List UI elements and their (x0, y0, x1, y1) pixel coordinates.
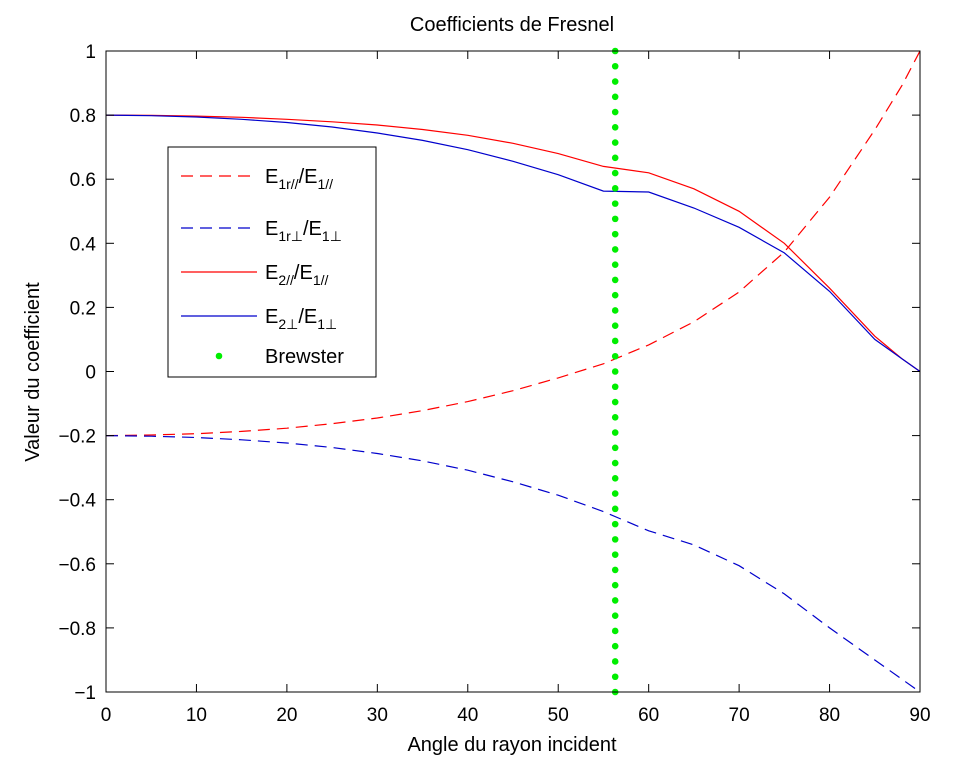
legend-swatch-brewster (215, 352, 223, 360)
x-tick-label: 50 (548, 705, 569, 726)
brewster-point (611, 337, 619, 345)
brewster-point (611, 581, 619, 589)
x-tick-label: 10 (186, 705, 207, 726)
x-tick-label: 40 (457, 705, 478, 726)
x-tick-label: 60 (638, 705, 659, 726)
brewster-point (611, 62, 619, 70)
brewster-point (611, 490, 619, 497)
chart-title: Coefficients de Fresnel (410, 14, 614, 36)
legend-label-4: E2⊥/E1⊥ (265, 306, 337, 332)
brewster-point (611, 154, 619, 162)
brewster-point (611, 475, 619, 482)
series-line-1 (105, 50, 921, 437)
series-line-3 (105, 114, 921, 372)
y-tick-label: −1 (74, 683, 96, 704)
y-tick-label: −0.4 (58, 491, 96, 512)
brewster-point (611, 215, 619, 223)
y-tick-label: 0.2 (70, 298, 96, 319)
brewster-point (611, 444, 619, 452)
x-tick-label: 80 (819, 705, 840, 726)
brewster-point (611, 627, 619, 635)
brewster-point (611, 352, 619, 360)
brewster-point (611, 658, 619, 665)
brewster-point (611, 93, 619, 101)
brewster-point (611, 597, 619, 604)
y-tick-label: −0.8 (58, 619, 96, 640)
brewster-point (611, 200, 619, 207)
y-tick-label: 0.8 (70, 106, 96, 127)
series-line-2 (105, 435, 921, 693)
x-tick-label: 90 (909, 705, 930, 726)
y-tick-label: 0.6 (70, 170, 96, 191)
brewster-point (611, 398, 619, 406)
brewster-point (611, 276, 619, 284)
y-tick-label: −0.6 (58, 555, 96, 576)
y-tick-label: 0 (85, 363, 96, 384)
brewster-point (611, 139, 619, 146)
brewster-point (611, 78, 619, 85)
brewster-point (611, 551, 619, 558)
legend-label-2: E1r⊥/E1⊥ (265, 218, 342, 244)
brewster-point (611, 124, 619, 131)
brewster-point (611, 520, 619, 528)
brewster-point (611, 429, 619, 436)
brewster-point (611, 246, 619, 253)
brewster-point (611, 368, 619, 375)
brewster-point (611, 185, 619, 192)
series-line-4 (105, 114, 921, 372)
brewster-point (611, 459, 619, 467)
brewster-point (611, 642, 619, 650)
x-tick-label: 20 (276, 705, 297, 726)
legend-label-1: E1r///E1// (265, 166, 333, 192)
brewster-point (611, 322, 619, 330)
y-tick-label: 0.4 (70, 234, 97, 255)
brewster-point (611, 413, 619, 421)
brewster-point (611, 536, 619, 543)
legend-label-3: E2///E1// (265, 262, 329, 288)
axes-layer: 0 10 20 30 40 50 60 70 80 90 1 0.8 0.6 0.4 0.2 0 −0.2 −0.… (58, 42, 930, 726)
x-tick-label: 70 (729, 705, 750, 726)
brewster-point (611, 307, 619, 314)
legend-box (167, 146, 377, 378)
brewster-point (611, 230, 619, 238)
brewster-point (611, 108, 619, 116)
brewster-point (611, 261, 619, 268)
x-axis-title: Angle du rayon incident (407, 734, 616, 756)
y-tick-label: 1 (85, 42, 96, 63)
x-tick-label: 0 (101, 705, 112, 726)
brewster-point (611, 673, 619, 681)
brewster-point (611, 505, 619, 513)
brewster-point (611, 383, 619, 391)
legend: E1r///E1// E1r⊥/E1⊥ E2///E1// E2⊥/E1⊥ Brewst… (167, 146, 377, 378)
y-axis-title: Valeur du coefficient (22, 282, 44, 462)
brewster-point (611, 169, 619, 177)
brewster-point (611, 566, 619, 574)
brewster-point (611, 612, 619, 619)
brewster-point (611, 291, 619, 299)
x-tick-label: 30 (367, 705, 388, 726)
legend-label-brewster: Brewster (265, 346, 344, 368)
y-tick-label: −0.2 (58, 427, 96, 448)
